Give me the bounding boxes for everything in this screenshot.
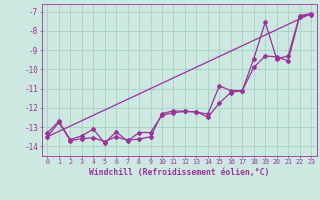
X-axis label: Windchill (Refroidissement éolien,°C): Windchill (Refroidissement éolien,°C) (89, 168, 269, 177)
